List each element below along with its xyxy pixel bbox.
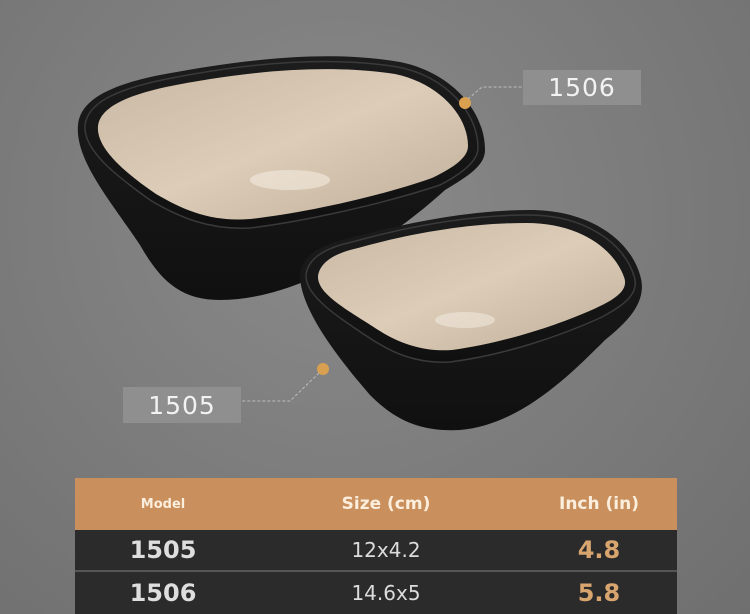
cell-model: 1506: [129, 579, 197, 607]
callout-line-1505: [241, 372, 320, 402]
model-label-1505: 1505: [123, 387, 241, 423]
spec-table: Model Size (cm) Inch (in) 1505 12x4.2 4.…: [75, 478, 677, 614]
table-header: Model Size (cm) Inch (in): [75, 478, 677, 530]
small-bowl-1505: [300, 210, 642, 431]
cell-inch: 4.8: [577, 536, 621, 564]
callout-dot-1506: [459, 97, 471, 109]
callout-dot-1505: [317, 363, 329, 375]
cell-model: 1505: [129, 536, 197, 564]
cell-size: 12x4.2: [351, 538, 421, 562]
header-model: Model: [140, 496, 186, 512]
callout-line-1506: [467, 86, 523, 100]
model-label-1506: 1506: [523, 70, 641, 105]
cell-size: 14.6x5: [351, 581, 421, 605]
table-row: 1506 14.6x5 5.8: [75, 572, 677, 614]
large-bowl-1506: [77, 56, 485, 300]
row-divider: [75, 570, 677, 572]
cell-inch: 5.8: [577, 579, 621, 607]
table-row: 1505 12x4.2 4.8: [75, 530, 677, 570]
header-inch: Inch (in): [559, 494, 639, 514]
header-size: Size (cm): [341, 494, 431, 514]
